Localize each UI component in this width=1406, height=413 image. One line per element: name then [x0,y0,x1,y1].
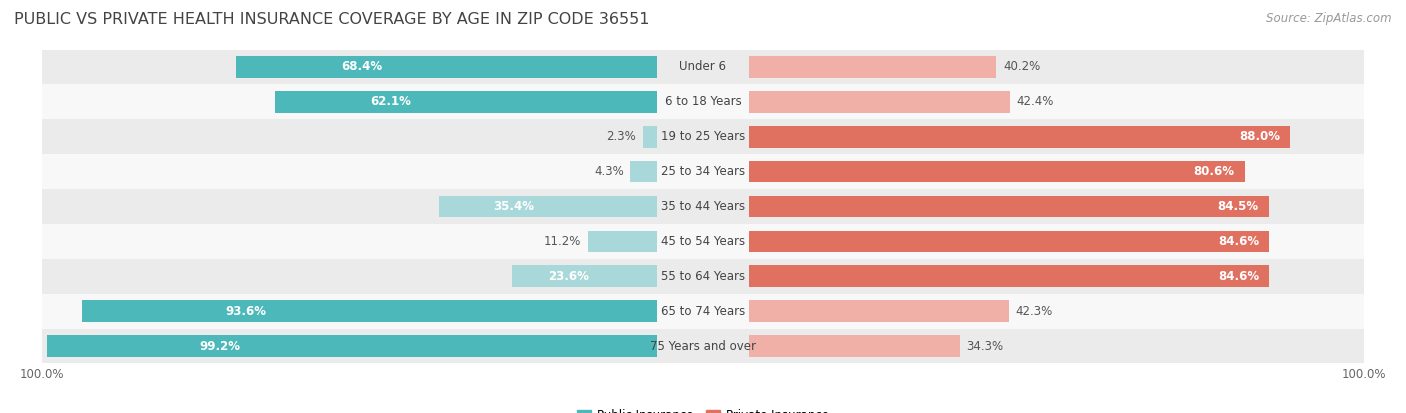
Text: 11.2%: 11.2% [544,235,581,248]
Bar [630,161,657,183]
Text: 75 Years and over: 75 Years and over [650,339,756,353]
Text: 35.4%: 35.4% [494,200,534,213]
Text: 99.2%: 99.2% [200,339,240,353]
Bar [588,230,657,252]
Bar [42,224,1364,259]
Bar [749,300,1010,322]
Text: 42.3%: 42.3% [1015,305,1053,318]
Legend: Public Insurance, Private Insurance: Public Insurance, Private Insurance [572,404,834,413]
Text: 42.4%: 42.4% [1017,95,1054,108]
Bar [42,329,1364,363]
Bar [42,84,1364,119]
Text: 19 to 25 Years: 19 to 25 Years [661,130,745,143]
Text: 4.3%: 4.3% [593,165,624,178]
Text: 40.2%: 40.2% [1002,60,1040,74]
Bar [512,266,657,287]
Text: 80.6%: 80.6% [1194,165,1234,178]
Bar [749,161,1244,183]
Text: Source: ZipAtlas.com: Source: ZipAtlas.com [1267,12,1392,25]
Bar [42,189,1364,224]
Bar [749,91,1010,113]
Text: 45 to 54 Years: 45 to 54 Years [661,235,745,248]
Bar [749,230,1270,252]
Text: 88.0%: 88.0% [1239,130,1279,143]
Text: 62.1%: 62.1% [371,95,412,108]
Bar [439,196,657,217]
Text: PUBLIC VS PRIVATE HEALTH INSURANCE COVERAGE BY AGE IN ZIP CODE 36551: PUBLIC VS PRIVATE HEALTH INSURANCE COVER… [14,12,650,27]
Bar [749,196,1268,217]
Text: 68.4%: 68.4% [342,60,382,74]
Bar [236,56,657,78]
Bar [42,50,1364,84]
Text: Under 6: Under 6 [679,60,727,74]
Text: 93.6%: 93.6% [225,305,266,318]
Text: 34.3%: 34.3% [967,339,1004,353]
Bar [749,126,1291,147]
Text: 84.6%: 84.6% [1218,270,1260,283]
Bar [42,294,1364,329]
Bar [42,119,1364,154]
Bar [643,126,657,147]
Text: 35 to 44 Years: 35 to 44 Years [661,200,745,213]
Bar [749,266,1270,287]
Text: 25 to 34 Years: 25 to 34 Years [661,165,745,178]
Text: 65 to 74 Years: 65 to 74 Years [661,305,745,318]
Text: 84.6%: 84.6% [1218,235,1260,248]
Text: 2.3%: 2.3% [606,130,636,143]
Bar [276,91,657,113]
Text: 84.5%: 84.5% [1218,200,1258,213]
Bar [749,335,960,357]
Text: 55 to 64 Years: 55 to 64 Years [661,270,745,283]
Bar [46,335,657,357]
Bar [42,259,1364,294]
Bar [42,154,1364,189]
Bar [749,56,997,78]
Text: 23.6%: 23.6% [548,270,589,283]
Text: 6 to 18 Years: 6 to 18 Years [665,95,741,108]
Bar [82,300,657,322]
